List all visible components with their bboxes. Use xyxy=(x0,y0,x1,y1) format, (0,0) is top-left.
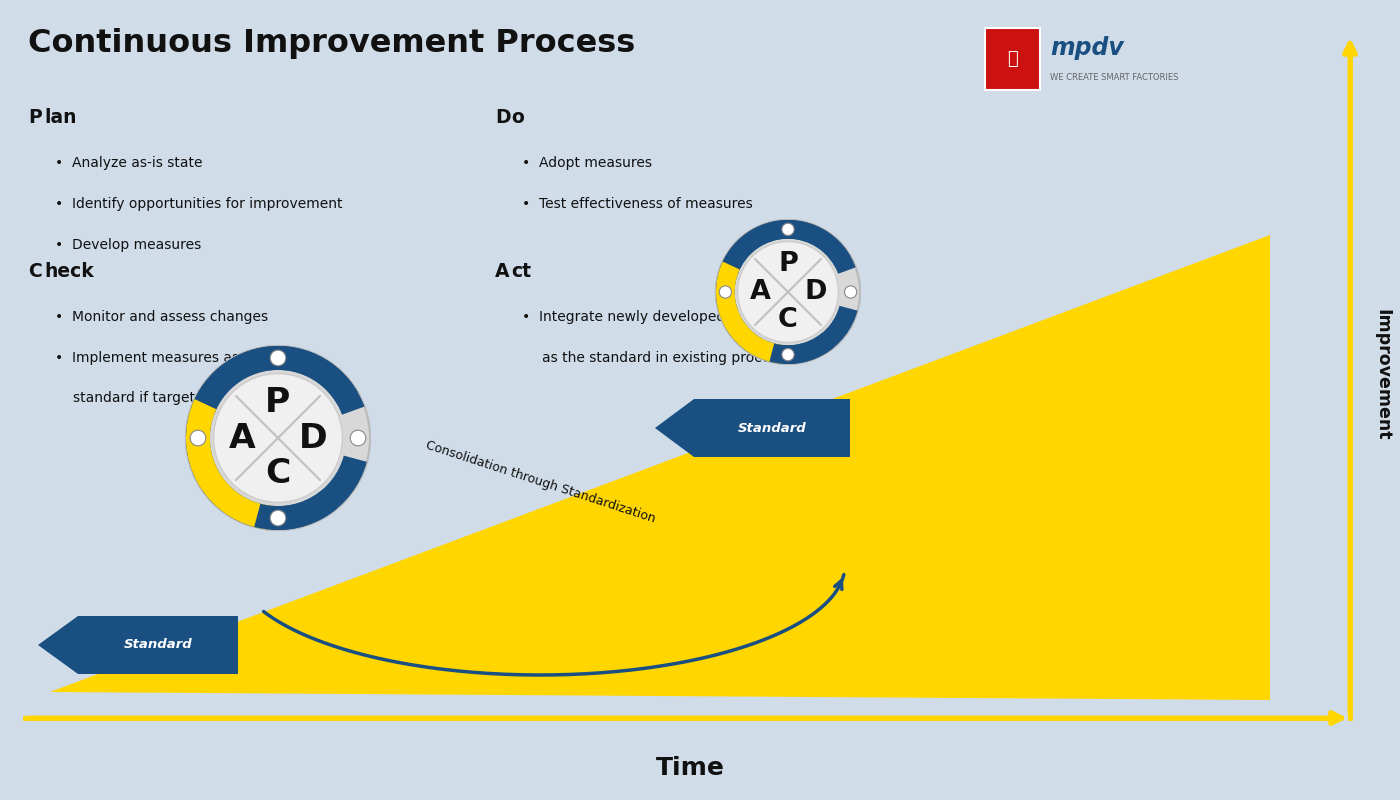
Text: mpdv: mpdv xyxy=(1050,36,1124,60)
Circle shape xyxy=(738,242,839,342)
Text: ⌗: ⌗ xyxy=(1007,50,1018,68)
Text: D: D xyxy=(300,422,328,454)
Text: Standard: Standard xyxy=(738,422,806,434)
Text: •  Identify opportunities for improvement: • Identify opportunities for improvement xyxy=(55,197,343,211)
Polygon shape xyxy=(655,399,850,457)
Text: D: D xyxy=(496,108,511,127)
Circle shape xyxy=(186,346,370,530)
Text: heck: heck xyxy=(43,262,94,281)
Circle shape xyxy=(214,374,343,502)
Text: Standard: Standard xyxy=(123,638,192,651)
Text: P: P xyxy=(28,108,42,127)
Wedge shape xyxy=(186,399,272,530)
Text: standard if target is achieved: standard if target is achieved xyxy=(73,391,277,405)
Text: Consolidation through Standardization: Consolidation through Standardization xyxy=(424,438,657,525)
Text: Time: Time xyxy=(655,756,724,780)
Circle shape xyxy=(715,220,860,364)
Circle shape xyxy=(270,350,286,366)
Text: lan: lan xyxy=(43,108,77,127)
Wedge shape xyxy=(715,262,784,364)
Wedge shape xyxy=(255,456,367,530)
Wedge shape xyxy=(186,346,357,530)
Polygon shape xyxy=(50,235,1270,700)
Circle shape xyxy=(270,510,286,526)
Text: WE CREATE SMART FACTORIES: WE CREATE SMART FACTORIES xyxy=(1050,74,1179,82)
Circle shape xyxy=(350,430,365,446)
Circle shape xyxy=(720,286,731,298)
Text: P: P xyxy=(778,251,798,278)
Circle shape xyxy=(186,346,370,530)
Text: C: C xyxy=(28,262,42,281)
Text: A: A xyxy=(496,262,510,281)
Text: •  Analyze as-is state: • Analyze as-is state xyxy=(55,156,203,170)
Text: D: D xyxy=(805,279,827,305)
Text: C: C xyxy=(778,306,798,333)
Wedge shape xyxy=(770,306,858,364)
Wedge shape xyxy=(192,346,364,414)
Circle shape xyxy=(781,223,794,235)
Text: as the standard in existing processes: as the standard in existing processes xyxy=(542,351,801,365)
Circle shape xyxy=(844,286,857,298)
Text: Improvement: Improvement xyxy=(1373,310,1392,441)
Text: o: o xyxy=(511,108,524,127)
Circle shape xyxy=(190,430,206,446)
Polygon shape xyxy=(38,616,238,674)
Text: A: A xyxy=(230,422,256,454)
FancyBboxPatch shape xyxy=(986,28,1040,90)
Wedge shape xyxy=(721,220,855,274)
Text: •  Adopt measures: • Adopt measures xyxy=(522,156,652,170)
Circle shape xyxy=(781,349,794,361)
Text: ct: ct xyxy=(511,262,531,281)
Circle shape xyxy=(715,220,860,364)
Text: C: C xyxy=(266,457,291,490)
Text: •  Implement measures as the new: • Implement measures as the new xyxy=(55,351,300,365)
Text: •  Test effectiveness of measures: • Test effectiveness of measures xyxy=(522,197,753,211)
Text: •  Monitor and assess changes: • Monitor and assess changes xyxy=(55,310,269,324)
Text: Continuous Improvement Process: Continuous Improvement Process xyxy=(28,28,636,59)
Text: A: A xyxy=(750,279,771,305)
Text: •  Integrate newly developed measures: • Integrate newly developed measures xyxy=(522,310,797,324)
Text: P: P xyxy=(266,386,291,419)
Text: •  Develop measures: • Develop measures xyxy=(55,238,202,252)
Wedge shape xyxy=(715,220,850,364)
